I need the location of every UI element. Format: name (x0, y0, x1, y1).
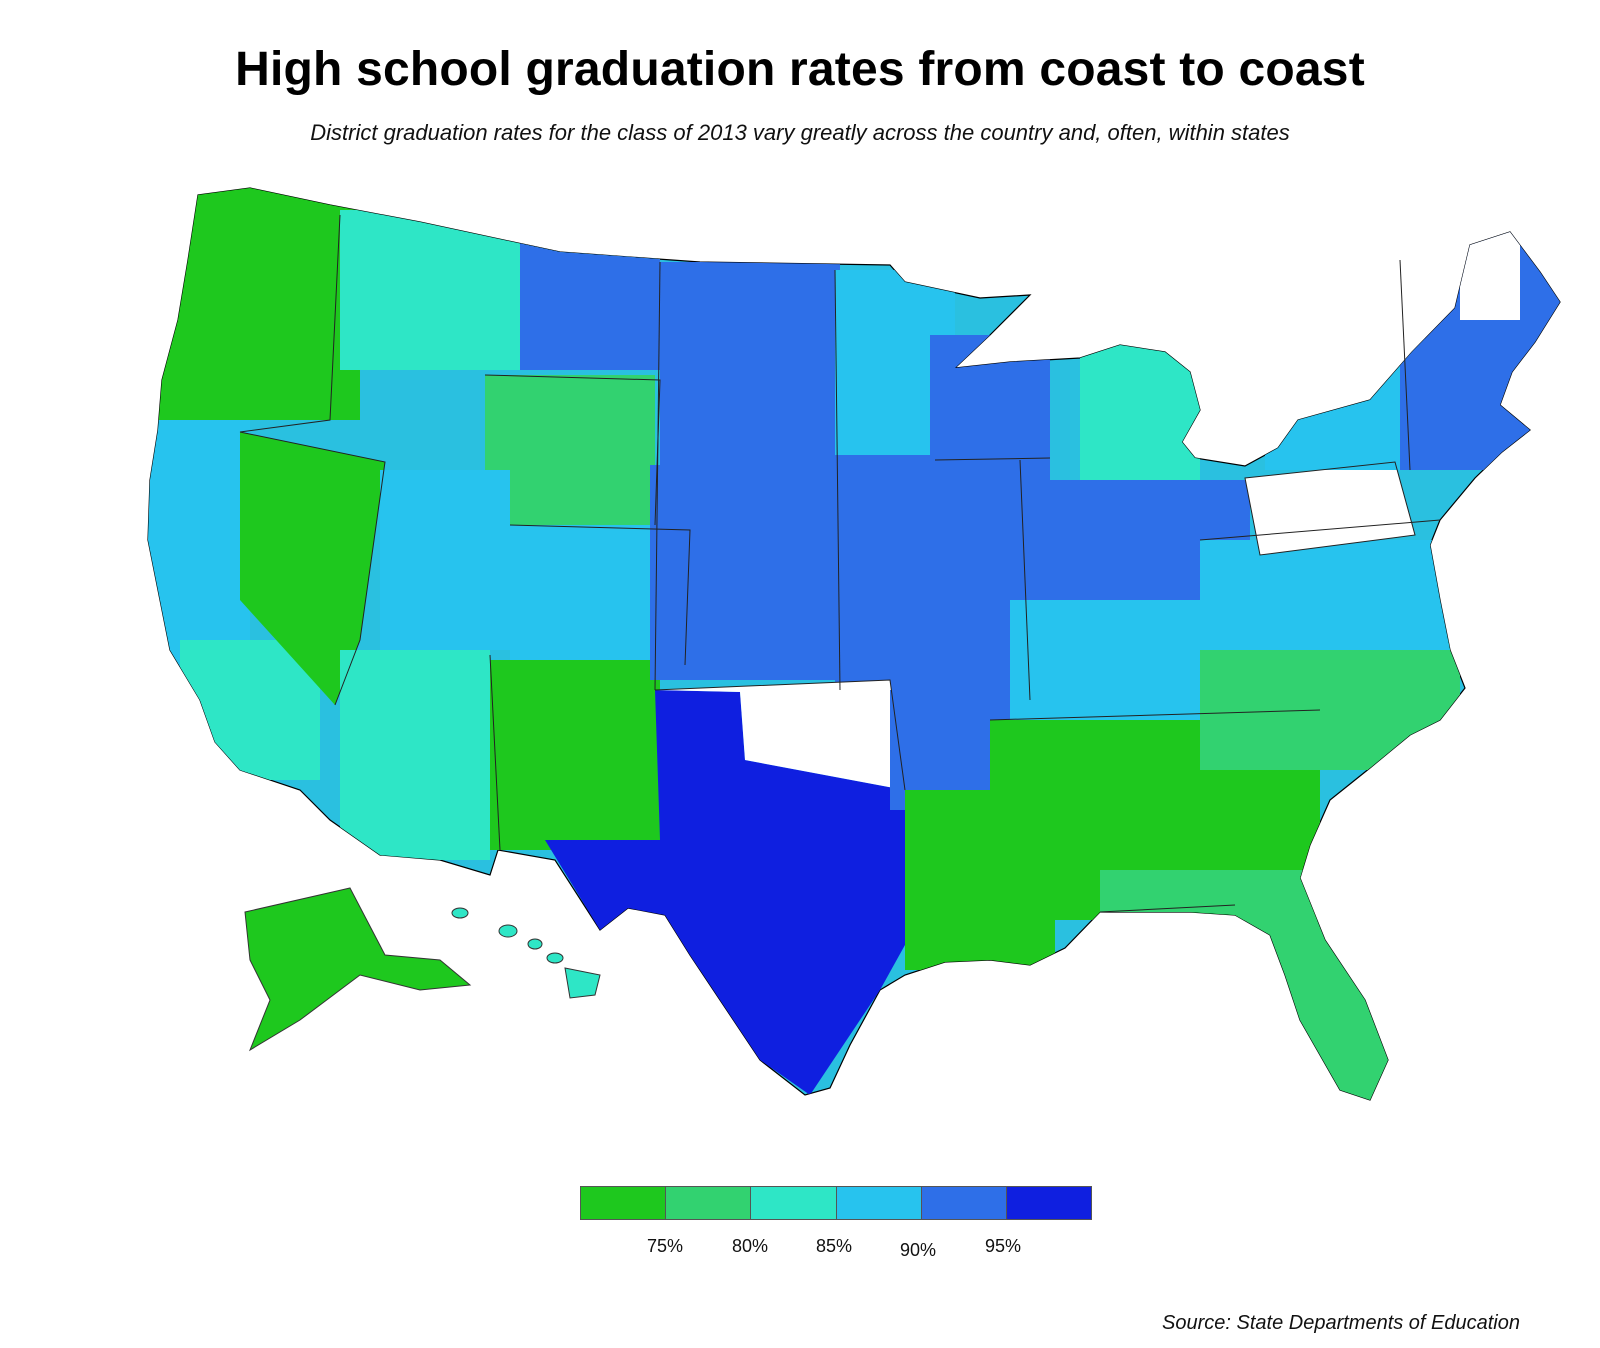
region-texas (545, 690, 930, 1095)
region-iowa-missouri (835, 455, 1025, 695)
color-legend (580, 1186, 1092, 1220)
region-virginia (1200, 540, 1460, 650)
region-florida (1100, 870, 1390, 1100)
legend-swatch-1 (581, 1187, 667, 1219)
alaska (244, 887, 472, 1052)
chart-subtitle: District graduation rates for the class … (310, 120, 1290, 145)
legend-tick-75: 75% (646, 1236, 684, 1256)
hawaii (451, 907, 601, 999)
region-maine (1460, 230, 1520, 320)
legend-swatch-2 (666, 1187, 752, 1219)
legend-tick-80: 80% (731, 1236, 769, 1256)
region-michigan (1080, 345, 1200, 500)
region-arizona (340, 650, 490, 860)
legend-tick-95: 95% (984, 1236, 1022, 1256)
region-nevada (240, 432, 385, 705)
region-pacific-northwest (148, 188, 360, 420)
legend-swatch-5 (921, 1187, 1007, 1219)
state-boundaries (239, 214, 1441, 913)
region-montana-east (520, 240, 660, 370)
regions-layer (148, 188, 1560, 1100)
legend-tick-85: 85% (815, 1236, 853, 1256)
region-wyoming (485, 375, 655, 525)
region-dakotas (660, 262, 840, 467)
legend-swatch-4 (836, 1187, 922, 1219)
region-pennsylvania (1245, 462, 1415, 555)
region-carolinas (1200, 640, 1460, 770)
legend-swatch-3 (751, 1187, 837, 1219)
region-utah (380, 470, 510, 650)
region-oklahoma (655, 680, 905, 790)
region-new-mexico (490, 660, 660, 850)
chart-title: High school graduation rates from coast … (235, 43, 1365, 96)
source-note: Source: State Departments of Education (1162, 1312, 1520, 1334)
legend-swatch-6 (1006, 1187, 1092, 1219)
legend-tick-90: 90% (899, 1240, 937, 1260)
